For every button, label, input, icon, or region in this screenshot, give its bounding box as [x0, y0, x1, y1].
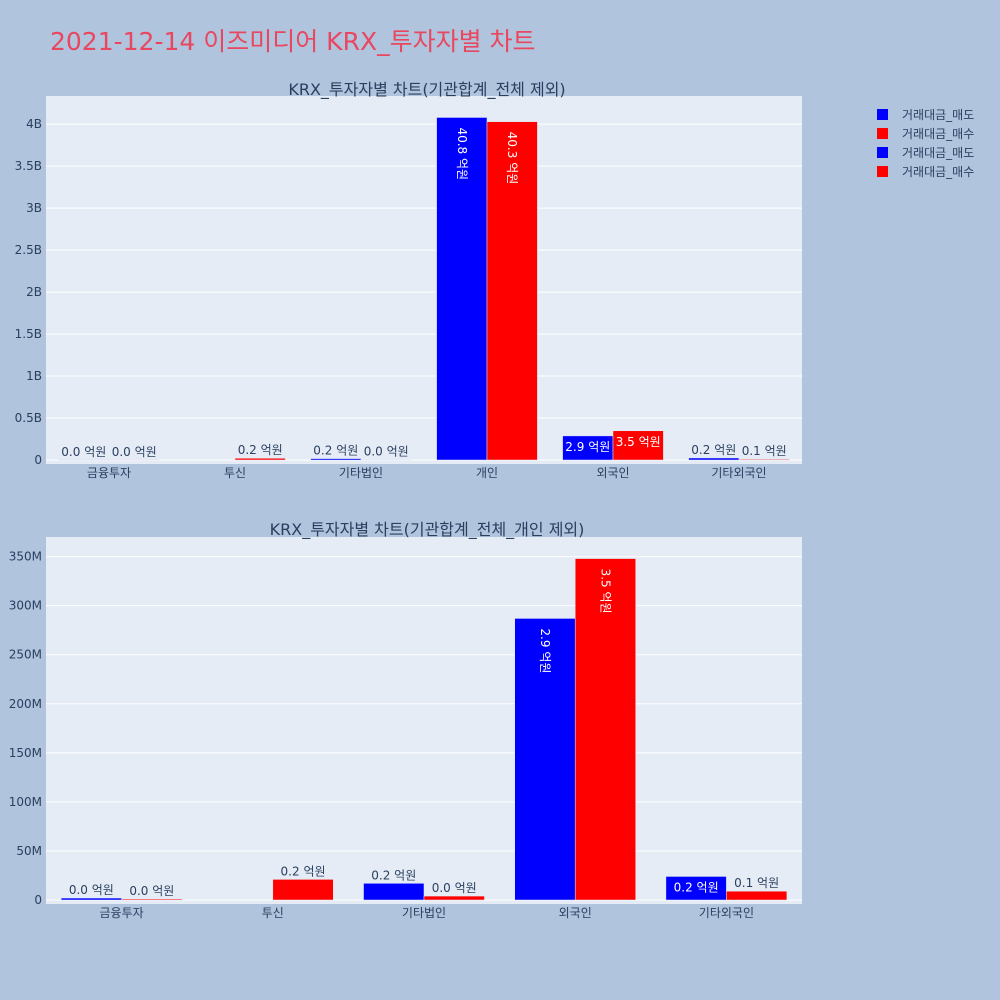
legend-swatch — [877, 166, 888, 177]
bar-sell — [562, 435, 614, 461]
bar-buy — [272, 879, 334, 901]
legend-item-label[interactable]: 거래대금_매도 — [902, 108, 974, 122]
y-tick-label: 300M — [9, 599, 42, 613]
page-title: 2021-12-14 이즈미디어 KRX_투자자별 차트 — [50, 27, 536, 56]
bar-data-label: 40.3 억원 — [505, 132, 519, 185]
y-tick-label: 0 — [34, 453, 42, 467]
bar-data-label: 2.9 억원 — [538, 628, 552, 673]
chart-title: KRX_투자자별 차트(기관합계_전체 제외) — [288, 80, 565, 100]
bar-buy — [738, 458, 790, 461]
x-tick-label: 개인 — [476, 466, 498, 480]
legend-item-label[interactable]: 거래대금_매수 — [902, 127, 974, 141]
legend-swatch — [877, 128, 888, 139]
bar-sell — [363, 883, 425, 901]
x-tick-label: 기타외국인 — [711, 466, 766, 480]
bar-data-label: 0.0 억원 — [112, 445, 157, 459]
bar-buy — [726, 890, 788, 901]
bar-data-label: 0.2 억원 — [371, 868, 416, 882]
x-tick-label: 외국인 — [596, 466, 629, 480]
bar-buy — [486, 121, 538, 461]
bar-data-label: 0.2 억원 — [238, 443, 283, 457]
bar-data-label: 2.9 억원 — [565, 440, 610, 454]
bar-buy — [121, 898, 183, 901]
bar-sell — [436, 117, 488, 461]
y-tick-label: 3B — [26, 201, 42, 215]
y-tick-label: 100M — [9, 795, 42, 809]
y-tick-label: 1B — [26, 369, 42, 383]
x-tick-label: 기타법인 — [339, 466, 383, 480]
x-tick-label: 외국인 — [559, 906, 592, 920]
bar-data-label: 0.2 억원 — [281, 864, 326, 878]
y-tick-label: 0.5B — [15, 411, 42, 425]
plot-area — [46, 96, 802, 464]
legend-swatch — [877, 147, 888, 158]
bar-data-label: 0.0 억원 — [364, 445, 409, 459]
y-tick-label: 200M — [9, 697, 42, 711]
y-tick-label: 2.5B — [15, 243, 42, 257]
bar-sell — [665, 876, 727, 901]
bar-sell — [60, 897, 122, 901]
chart-bottom: 0 50M 100M 150M 200M 250M 300M 350M KRX_투자자별 차트(… — [9, 520, 802, 920]
y-tick-label: 250M — [9, 648, 42, 662]
bar-data-label: 0.0 억원 — [69, 883, 114, 897]
y-tick-label: 350M — [9, 550, 42, 564]
legend-item-label[interactable]: 거래대금_매도 — [902, 146, 974, 160]
y-tick-label: 1.5B — [15, 327, 42, 341]
y-tick-label: 3.5B — [15, 159, 42, 173]
bar-data-label: 0.0 억원 — [61, 445, 106, 459]
y-tick-label: 0 — [34, 893, 42, 907]
bar-buy — [423, 895, 485, 901]
chart-title: KRX_투자자별 차트(기관합계_전체_개인 제외) — [270, 520, 585, 540]
x-tick-label: 투신 — [262, 906, 284, 920]
bar-data-label: 0.0 억원 — [432, 881, 477, 895]
bar-buy — [574, 558, 636, 901]
bar-data-label: 0.2 억원 — [313, 444, 358, 458]
bar-data-label: 3.5 억원 — [598, 569, 612, 614]
legend-item-label[interactable]: 거래대금_매수 — [902, 165, 974, 179]
bar-data-label: 40.8 억원 — [455, 127, 469, 180]
bar-data-label: 3.5 억원 — [616, 435, 661, 449]
y-tick-label: 4B — [26, 117, 42, 131]
bar-buy — [612, 430, 664, 461]
plot-area — [46, 537, 802, 904]
bar-sell — [514, 618, 576, 901]
y-tick-label: 2B — [26, 285, 42, 299]
bar-buy — [234, 457, 286, 461]
chart-top: 0 0.5B 1B 1.5B 2B 2.5B 3B 3.5B 4B KRX_투자자별 차트(기관합… — [15, 80, 802, 480]
bar-data-label: 0.2 억원 — [691, 443, 736, 457]
x-tick-label: 투신 — [224, 466, 246, 480]
bar-data-label: 0.1 억원 — [734, 876, 779, 890]
x-tick-label: 금융투자 — [87, 466, 131, 480]
bar-sell — [310, 458, 362, 461]
bar-data-label: 0.2 억원 — [674, 880, 719, 894]
x-tick-label: 기타외국인 — [699, 906, 754, 920]
x-tick-label: 금융투자 — [100, 906, 144, 920]
legend-swatch — [877, 109, 888, 120]
x-tick-label: 기타법인 — [402, 906, 446, 920]
bar-data-label: 0.1 억원 — [742, 444, 787, 458]
y-tick-label: 150M — [9, 746, 42, 760]
bar-data-label: 0.0 억원 — [129, 884, 174, 898]
bar-sell — [688, 457, 740, 461]
y-tick-label: 50M — [16, 844, 42, 858]
